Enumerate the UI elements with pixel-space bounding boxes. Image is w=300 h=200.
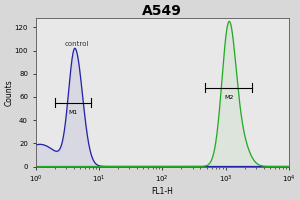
Text: M1: M1 [68, 110, 78, 115]
X-axis label: FL1-H: FL1-H [152, 187, 173, 196]
Text: control: control [64, 41, 88, 47]
Y-axis label: Counts: Counts [4, 79, 13, 106]
Text: M2: M2 [224, 95, 233, 100]
Title: A549: A549 [142, 4, 182, 18]
